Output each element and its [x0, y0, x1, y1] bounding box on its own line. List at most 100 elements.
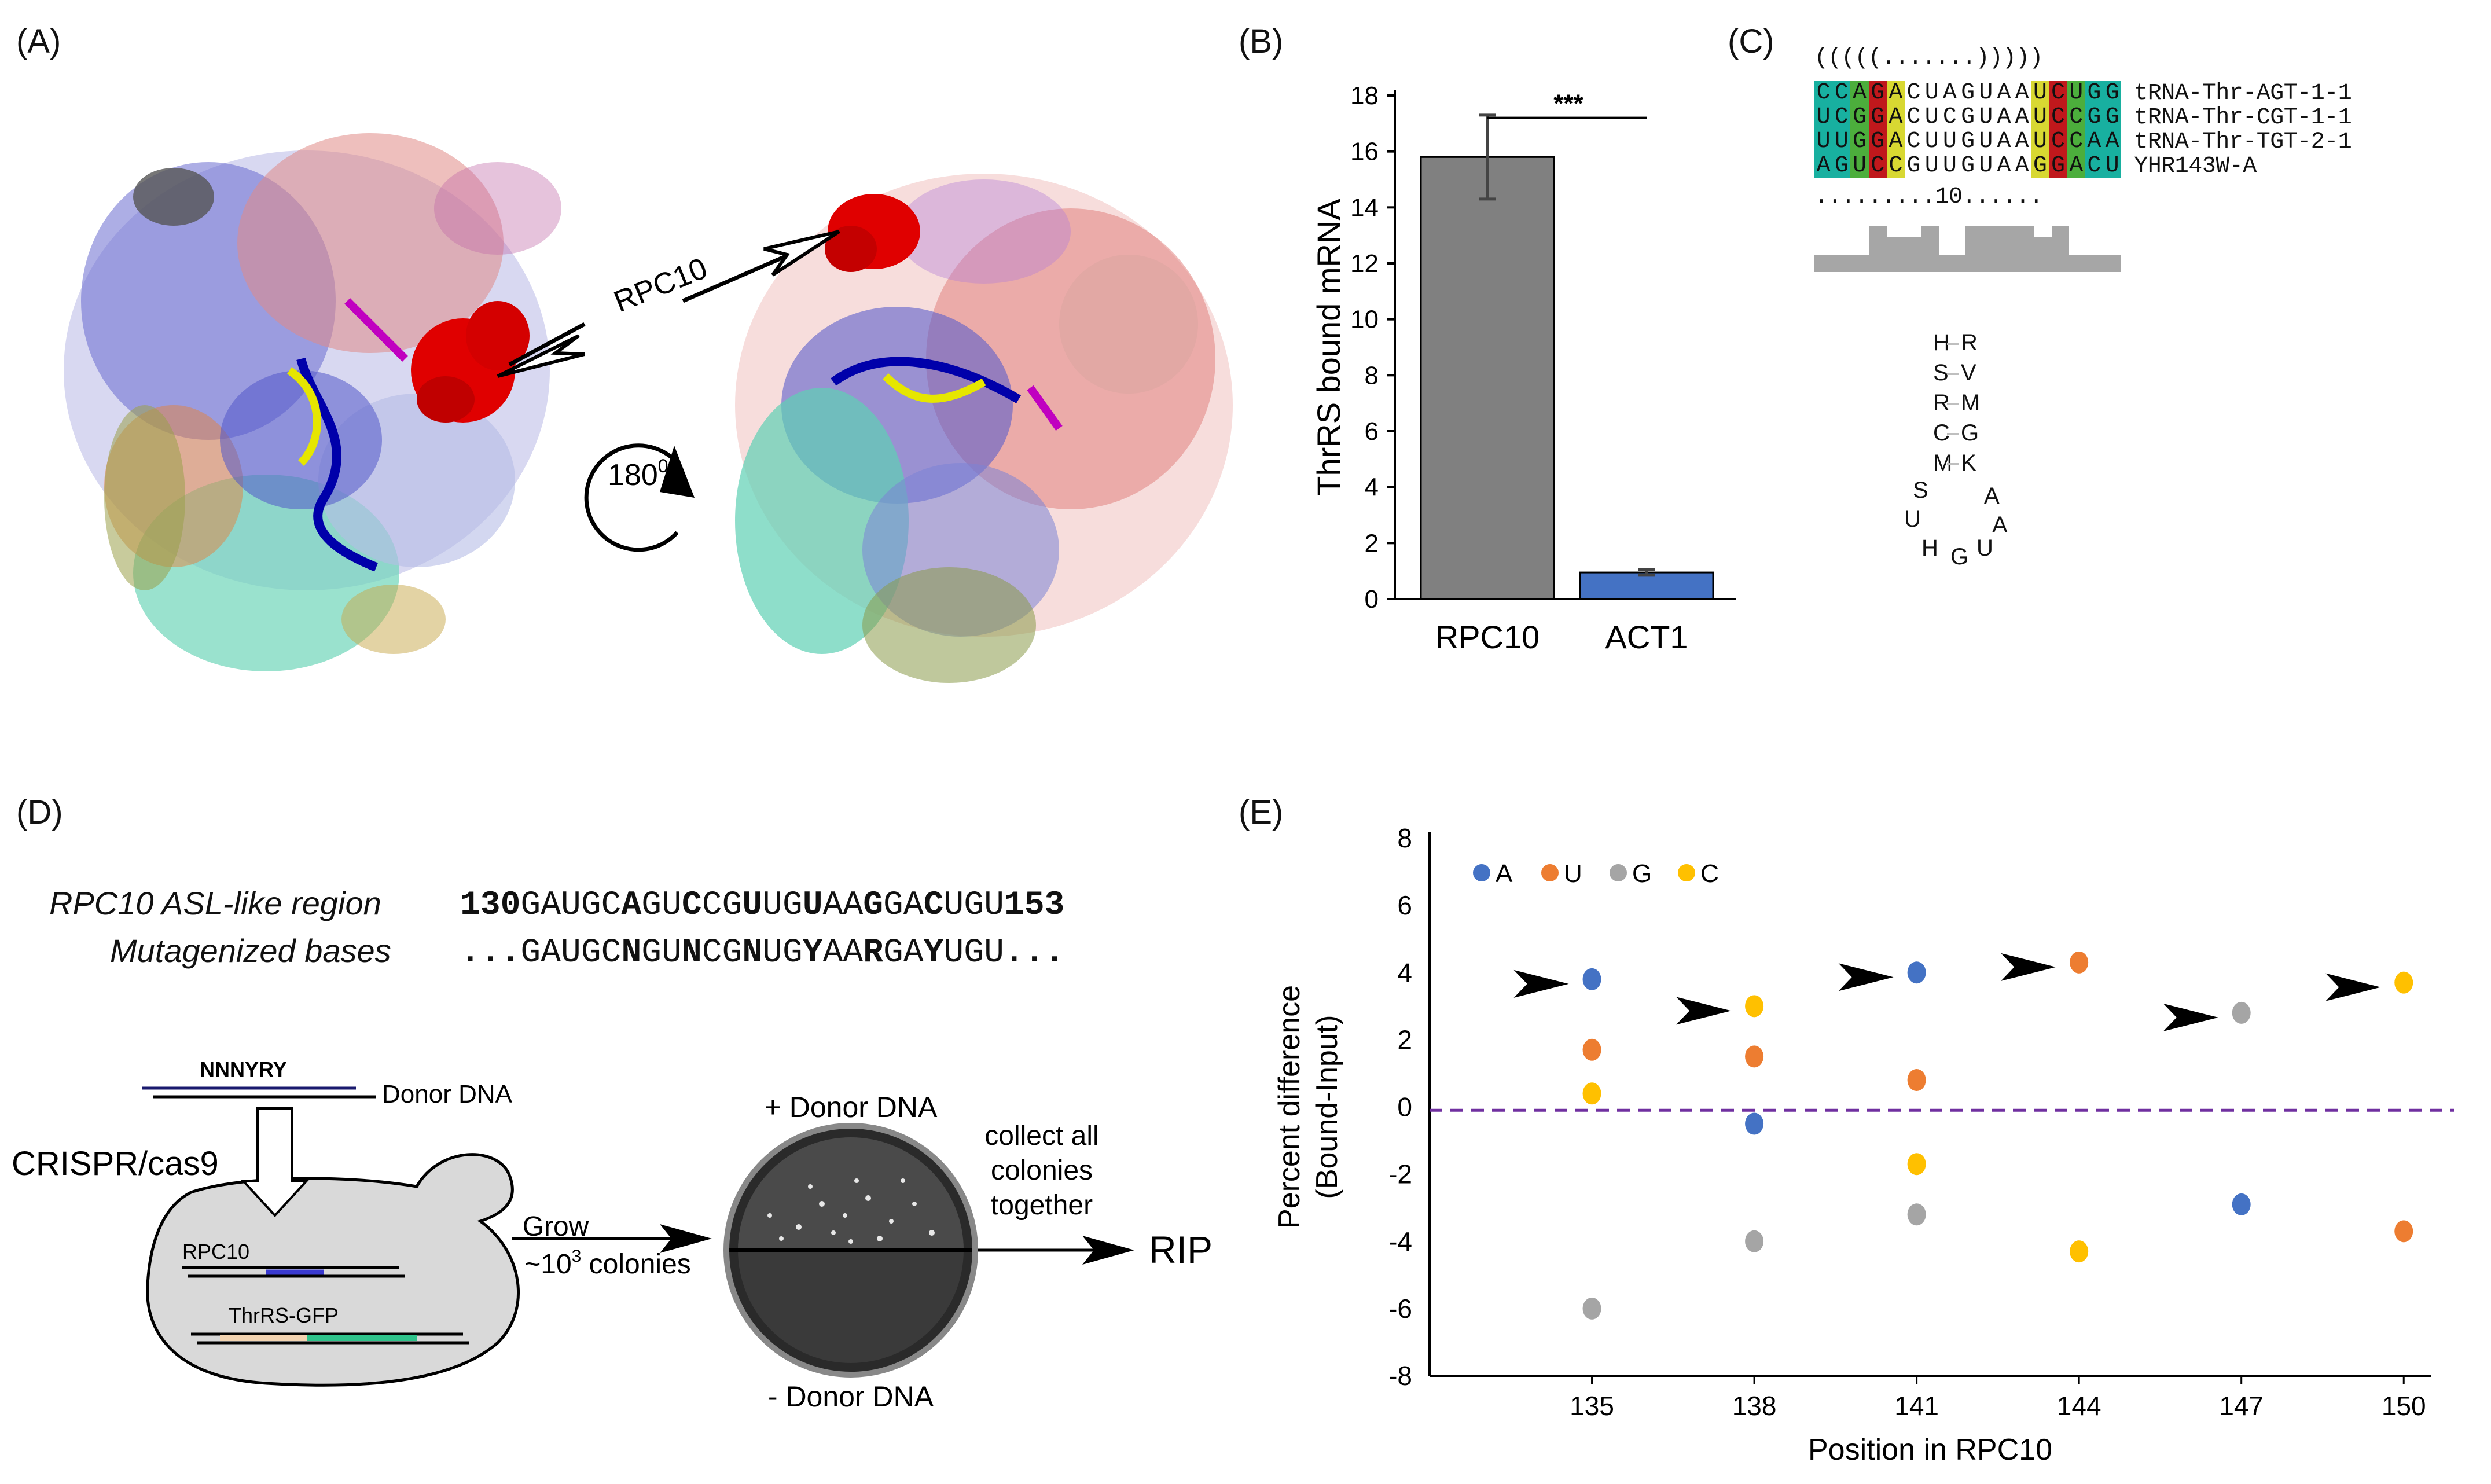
nucleotide: C [2067, 130, 2085, 154]
nucleotide: G [2031, 154, 2049, 178]
nucleotide: A [2085, 130, 2103, 154]
nucleotide: U [1941, 154, 1959, 178]
base-pair-line [1947, 463, 1959, 465]
nucleotide: G [1868, 105, 1887, 130]
minus-donor-label: - Donor DNA [768, 1380, 934, 1413]
base-pair-line [1947, 403, 1959, 405]
nucleotide: A [1994, 154, 2014, 178]
conservation-bars [1814, 226, 2121, 272]
sequence-base: U [943, 934, 964, 972]
y-tick-label: 8 [1365, 361, 1379, 390]
rpc10-gene-label: RPC10 [182, 1240, 249, 1263]
point-U [2394, 1220, 2413, 1243]
y-tick-label: 0 [1365, 585, 1379, 614]
sequence-base: N [681, 934, 702, 972]
sequence-base: N [742, 934, 763, 972]
petri-dish [723, 1123, 978, 1378]
sequence-base: A [621, 887, 642, 924]
sequence-base: A [903, 934, 924, 972]
panel-a-figure: RPC10 1800 [64, 133, 1233, 683]
sequence-base: G [641, 934, 662, 972]
sequence-base: U [662, 887, 682, 924]
sequence-base: R [863, 934, 884, 972]
base-pair-line [1947, 373, 1959, 375]
nucleotide: U [1814, 105, 1833, 130]
panel-d-label: (D) [16, 794, 63, 831]
nucleotide: G [2103, 81, 2122, 105]
y-tick-label: 0 [1397, 1092, 1412, 1122]
y-axis-title: ThrRS bound mRNA [1310, 199, 1347, 496]
nucleotide: G [1868, 81, 1887, 105]
nucleotide: A [2013, 130, 2031, 154]
y-tick-label: -2 [1388, 1159, 1412, 1189]
nucleotide: A [2103, 130, 2122, 154]
rpc10-callout-arrows [497, 230, 840, 378]
nucleotide: U [1976, 81, 1995, 105]
hairpin-base: S [1933, 360, 1949, 385]
point-A [1582, 968, 1601, 990]
enriched-base-arrow-icon [2163, 1003, 2218, 1031]
sequence-base: G [722, 887, 743, 924]
y-tick-label: 18 [1350, 82, 1379, 110]
nucleotide: U [1832, 130, 1851, 154]
sequence-base: G [782, 934, 803, 972]
hairpin-base: V [1961, 360, 1976, 385]
sequence-base: G [520, 887, 541, 924]
sequence-base: G [964, 887, 984, 924]
enriched-base-arrow-icon [2325, 973, 2381, 1001]
sequence-base: U [984, 887, 1004, 924]
nucleotide: A [1994, 105, 2014, 130]
y-tick-label: 4 [1365, 473, 1379, 502]
nucleotide: U [2031, 130, 2049, 154]
hairpin-base: G [1961, 420, 1979, 446]
yeast-cell [146, 1153, 520, 1387]
sequence-base: A [822, 887, 843, 924]
nucleotide: G [1959, 105, 1977, 130]
sequence-base: U [662, 934, 682, 972]
y-tick-label: 10 [1350, 306, 1379, 334]
panel-b-label: (B) [1239, 23, 1284, 60]
y-axis-title-line-2: (Bound-Input) [1310, 1015, 1344, 1199]
sequence-base: G [964, 934, 984, 972]
enriched-base-arrow-icon [1838, 963, 1894, 991]
rotation-arrow-icon [584, 443, 695, 552]
nucleotide: G [1959, 154, 1977, 178]
point-C [1907, 1153, 1926, 1176]
point-G [2232, 1001, 2251, 1024]
sequence-base: G [641, 887, 662, 924]
nucleotide: A [1886, 81, 1905, 105]
nucleotide: A [1994, 130, 2014, 154]
sequence-base: A [822, 934, 843, 972]
nucleotide: A [2013, 105, 2031, 130]
nucleotide: G [2085, 105, 2103, 130]
y-tick-label: 4 [1397, 957, 1412, 987]
nucleotide: A [1994, 81, 2014, 105]
point-G [1582, 1297, 1601, 1320]
nucleotide: C [2067, 105, 2085, 130]
x-tick-label: 150 [2382, 1391, 2426, 1421]
sequence-base: U [943, 887, 964, 924]
x-tick-label: RPC10 [1435, 619, 1540, 655]
sequence-base: A [843, 934, 864, 972]
hairpin-base: U [1976, 535, 1993, 561]
rip-label: RIP [1149, 1228, 1213, 1271]
nucleotide: C [1832, 105, 1851, 130]
y-tick-label: 8 [1397, 823, 1412, 853]
x-axis-title: Position in RPC10 [1808, 1433, 2052, 1467]
nucleotide: A [1886, 105, 1905, 130]
nucleotide: G [1959, 130, 1977, 154]
sequence-base: U [762, 934, 782, 972]
hairpin-base: A [1984, 483, 2000, 509]
nucleotide: A [1850, 81, 1869, 105]
panel-e-label: (E) [1239, 794, 1284, 831]
y-tick-label: 16 [1350, 138, 1379, 166]
legend-label-C: C [1700, 859, 1719, 888]
point-C [2394, 971, 2413, 994]
y-tick-label: -4 [1388, 1226, 1412, 1257]
